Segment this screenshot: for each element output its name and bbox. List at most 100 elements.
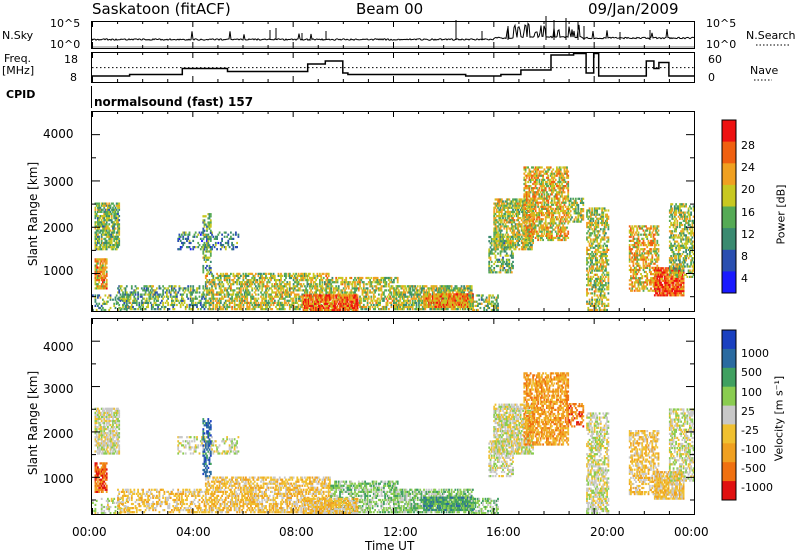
range-gate-cell bbox=[212, 274, 215, 277]
range-gate-cell bbox=[209, 225, 212, 228]
range-gate-cell bbox=[117, 212, 119, 216]
range-gate-cell bbox=[314, 285, 316, 288]
range-gate-cell bbox=[280, 303, 282, 307]
range-gate-cell bbox=[295, 308, 297, 311]
range-gate-cell bbox=[128, 299, 131, 302]
range-gate-cell bbox=[181, 299, 183, 302]
range-gate-cell bbox=[100, 268, 103, 271]
nsearch-tick-bottom: 10^0 bbox=[706, 38, 737, 51]
range-gate-cell bbox=[149, 295, 152, 298]
range-gate-cell bbox=[99, 262, 102, 265]
range-gate-cell bbox=[172, 287, 175, 290]
range-gate-cell bbox=[257, 305, 260, 309]
range-gate-cell bbox=[325, 285, 328, 288]
range-gate-cell bbox=[531, 234, 533, 237]
range-gate-cell bbox=[202, 250, 205, 253]
range-gate-cell bbox=[120, 295, 123, 298]
range-gate-cell bbox=[114, 298, 117, 301]
range-gate-cell bbox=[179, 299, 182, 302]
range-gate-cell bbox=[542, 218, 544, 221]
range-gate-cell bbox=[278, 283, 281, 286]
range-gate-cell bbox=[451, 291, 454, 294]
range-gate-cell bbox=[228, 287, 231, 290]
range-gate-cell bbox=[103, 210, 106, 213]
range-gate-cell bbox=[292, 289, 295, 292]
range-gate-cell bbox=[266, 287, 269, 290]
range-gate-cell bbox=[360, 299, 363, 302]
range-gate-cell bbox=[413, 289, 415, 292]
range-gate-cell bbox=[238, 295, 241, 298]
range-gate-cell bbox=[213, 285, 216, 288]
range-gate-cell bbox=[374, 299, 376, 302]
range-gate-cell bbox=[236, 274, 238, 277]
range-gate-cell bbox=[189, 287, 192, 290]
range-gate-cell bbox=[538, 178, 541, 181]
range-gate-cell bbox=[366, 289, 369, 292]
range-gate-cell bbox=[236, 272, 238, 275]
range-gate-cell bbox=[393, 287, 395, 290]
range-gate-cell bbox=[203, 229, 206, 232]
range-gate-cell bbox=[498, 202, 501, 205]
range-gate-cell bbox=[99, 246, 102, 249]
range-gate-cell bbox=[339, 276, 341, 280]
range-gate-cell bbox=[504, 212, 507, 216]
range-gate-cell bbox=[99, 266, 102, 269]
range-gate-cell bbox=[152, 305, 154, 309]
range-gate-cell bbox=[105, 202, 108, 205]
range-gate-cell bbox=[98, 206, 101, 209]
range-gate-cell bbox=[508, 217, 511, 220]
range-gate-cell bbox=[202, 246, 205, 249]
range-gate-cell bbox=[336, 281, 339, 284]
range-gate-cell bbox=[238, 281, 241, 284]
range-gate-cell bbox=[277, 279, 280, 282]
range-gate-cell bbox=[356, 281, 359, 284]
range-gate-cell bbox=[380, 281, 383, 284]
range-gate-cell bbox=[415, 303, 418, 307]
range-gate-cell bbox=[282, 303, 285, 307]
range-gate-cell bbox=[187, 297, 190, 300]
range-gate-cell bbox=[253, 279, 256, 282]
range-gate-cell bbox=[485, 308, 488, 312]
range-gate-cell bbox=[280, 295, 282, 298]
range-gate-cell bbox=[119, 299, 122, 302]
range-gate-cell bbox=[150, 287, 153, 290]
range-gate-cell bbox=[261, 279, 264, 282]
range-gate-cell bbox=[281, 285, 284, 288]
range-gate-cell bbox=[162, 301, 164, 304]
range-gate-cell bbox=[134, 308, 137, 311]
range-gate-cell bbox=[311, 276, 314, 280]
range-gate-cell bbox=[393, 279, 395, 282]
range-gate-cell bbox=[372, 293, 375, 296]
velocity-ytick-2000: 2000 bbox=[43, 427, 74, 441]
range-gate-cell bbox=[164, 287, 167, 290]
range-gate-cell bbox=[296, 301, 299, 304]
range-gate-cell bbox=[245, 308, 247, 311]
range-gate-cell bbox=[130, 291, 133, 294]
range-gate-cell bbox=[232, 244, 235, 247]
range-gate-cell bbox=[208, 291, 211, 294]
range-gate-cell bbox=[372, 303, 375, 307]
range-gate-cell bbox=[177, 291, 180, 294]
range-gate-cell bbox=[278, 303, 281, 307]
range-gate-cell bbox=[184, 308, 187, 311]
range-gate-cell bbox=[188, 291, 191, 294]
range-gate-cell bbox=[110, 202, 113, 205]
range-gate-cell bbox=[379, 283, 381, 286]
range-gate-cell bbox=[319, 289, 321, 292]
range-gate-cell bbox=[541, 193, 543, 196]
range-gate-cell bbox=[301, 303, 304, 307]
range-gate-cell bbox=[413, 303, 415, 307]
range-gate-cell bbox=[97, 210, 99, 213]
range-gate-cell bbox=[173, 285, 176, 288]
range-gate-cell bbox=[202, 295, 205, 298]
range-gate-cell bbox=[431, 289, 434, 292]
range-gate-cell bbox=[370, 297, 373, 300]
range-gate-cell bbox=[237, 291, 240, 294]
range-gate-cell bbox=[209, 215, 212, 218]
range-gate-cell bbox=[124, 308, 127, 311]
range-gate-cell bbox=[108, 217, 111, 220]
range-gate-cell bbox=[191, 293, 193, 296]
range-gate-cell bbox=[312, 276, 315, 280]
range-gate-cell bbox=[246, 287, 249, 290]
range-gate-cell bbox=[245, 281, 247, 284]
